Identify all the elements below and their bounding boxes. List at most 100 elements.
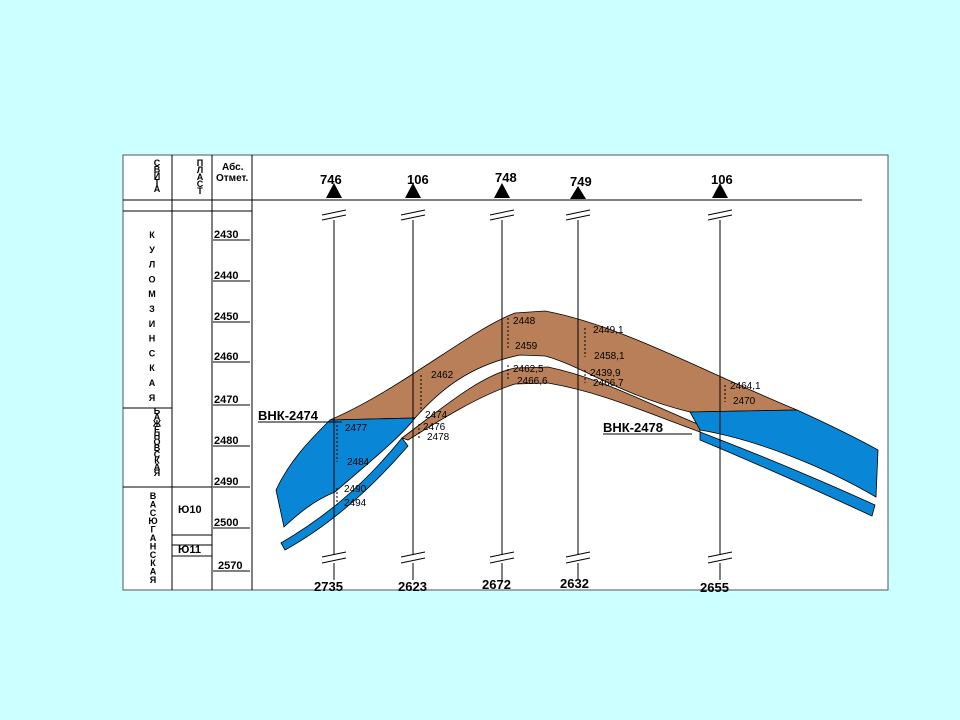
well-break: [565, 557, 591, 564]
layer-yu10: Ю10: [178, 504, 202, 516]
well-bottom-depth: 2672: [482, 577, 511, 592]
mark-label: 2464,1: [730, 381, 761, 392]
suite-letter: Н: [149, 334, 156, 344]
water-layer-left: [280, 437, 409, 551]
mark-label: 2474: [425, 410, 448, 421]
suite-letter: А: [150, 533, 157, 543]
well-marker-icon: [494, 183, 510, 198]
suite-letter: С: [150, 508, 157, 518]
suite-letter: Н: [150, 541, 157, 551]
well-break: [400, 551, 426, 558]
suite-letter: А: [150, 567, 157, 577]
mark-label: 2439,9: [590, 368, 621, 379]
suite-letter: К: [149, 230, 155, 240]
well-break: [400, 209, 426, 216]
well-bottom-depth: 2655: [700, 580, 729, 595]
suite-letter: Ж: [152, 418, 162, 428]
mark-label: 2494: [344, 498, 367, 509]
mark-label: 2459: [515, 341, 538, 352]
well-bottom-depth: 2735: [314, 579, 343, 594]
water-layer-right: [699, 431, 876, 517]
suite-letter: У: [149, 245, 155, 255]
well-break: [400, 214, 426, 221]
suite-letter: С: [149, 348, 156, 358]
depth-label: 2480: [214, 435, 238, 447]
well-marker-icon: [326, 183, 342, 198]
depth-label: 2470: [214, 394, 238, 406]
well-name: 748: [495, 170, 517, 185]
suite-letter: Б: [154, 406, 161, 416]
well-break: [707, 209, 733, 216]
well-bottom-depth: 2623: [398, 579, 427, 594]
layer-header-letter: П: [197, 158, 203, 168]
mark-label: 2462: [431, 370, 454, 381]
well-break: [707, 551, 733, 558]
layer-header-letter: А: [197, 172, 204, 182]
suite-letter: Е: [154, 425, 160, 435]
suite-letter: И: [149, 319, 155, 329]
suite-letter: О: [153, 437, 160, 447]
well-marker-icon: [570, 186, 586, 199]
suite-header-letter: И: [154, 171, 160, 181]
suite-letter: С: [150, 550, 157, 560]
well-break: [565, 551, 591, 558]
mark-label: 2478: [427, 432, 450, 443]
suite-header-letter: Т: [154, 178, 160, 188]
well-bottom-depth: 2632: [560, 576, 589, 591]
mark-label: 2490: [344, 484, 367, 495]
water-zone-right: [689, 409, 879, 498]
suite-letter: Я: [154, 468, 160, 478]
well-break: [489, 551, 515, 558]
suite-letter: К: [150, 558, 156, 568]
suite-letter: В: [154, 443, 161, 453]
suite-letter: С: [154, 449, 161, 459]
mark-label: 2470: [733, 396, 756, 407]
well-name: 749: [570, 174, 592, 189]
mark-label: 2466,6: [517, 376, 548, 387]
suite-letter: Я: [150, 575, 156, 585]
suite-letter: А: [154, 462, 161, 472]
well-break: [321, 214, 347, 221]
well-marker-icon: [712, 183, 728, 198]
well-break: [400, 557, 426, 564]
depth-label: 2440: [214, 270, 238, 282]
oil-zone-upper: [329, 310, 798, 421]
suite-letter: О: [148, 274, 155, 284]
abs-column-header-line1: Абс.: [222, 161, 244, 173]
mark-label: 2484: [347, 457, 370, 468]
suite-header-letter: С: [154, 158, 161, 168]
suite-letter: Г: [150, 525, 155, 535]
mark-label: 2462,5: [513, 364, 544, 375]
mark-label: 2448: [513, 316, 536, 327]
well-break: [321, 209, 347, 216]
well-break: [565, 209, 591, 216]
depth-label: 2490: [214, 476, 238, 488]
suite-letter: В: [150, 491, 157, 501]
mark-label: 2449,1: [593, 325, 624, 336]
depth-label: 2570: [218, 560, 242, 572]
depth-label: 2450: [214, 311, 238, 323]
well-4: 749 2632: [560, 174, 592, 591]
layer-header-letter: С: [197, 179, 204, 189]
mark-label: 2458,1: [594, 351, 625, 362]
depth-label: 2500: [214, 517, 238, 529]
well-3: 748 2672: [482, 170, 517, 592]
suite-letter: А: [149, 378, 156, 388]
well-break: [321, 557, 347, 564]
contact-label-right: ВНК-2478: [603, 420, 663, 435]
suite-letter: К: [154, 456, 160, 466]
well-break: [489, 557, 515, 564]
well-break: [707, 214, 733, 221]
suite-letter: А: [150, 499, 157, 509]
suite-header-letter: В: [154, 165, 161, 175]
depth-scale: 2430 2440 2450 2460 2470 2480 2490 2500 …: [213, 229, 250, 572]
suite-letter: Ю: [148, 516, 157, 526]
well-marker-icon: [405, 183, 421, 198]
mark-label: 2466,7: [593, 378, 624, 389]
